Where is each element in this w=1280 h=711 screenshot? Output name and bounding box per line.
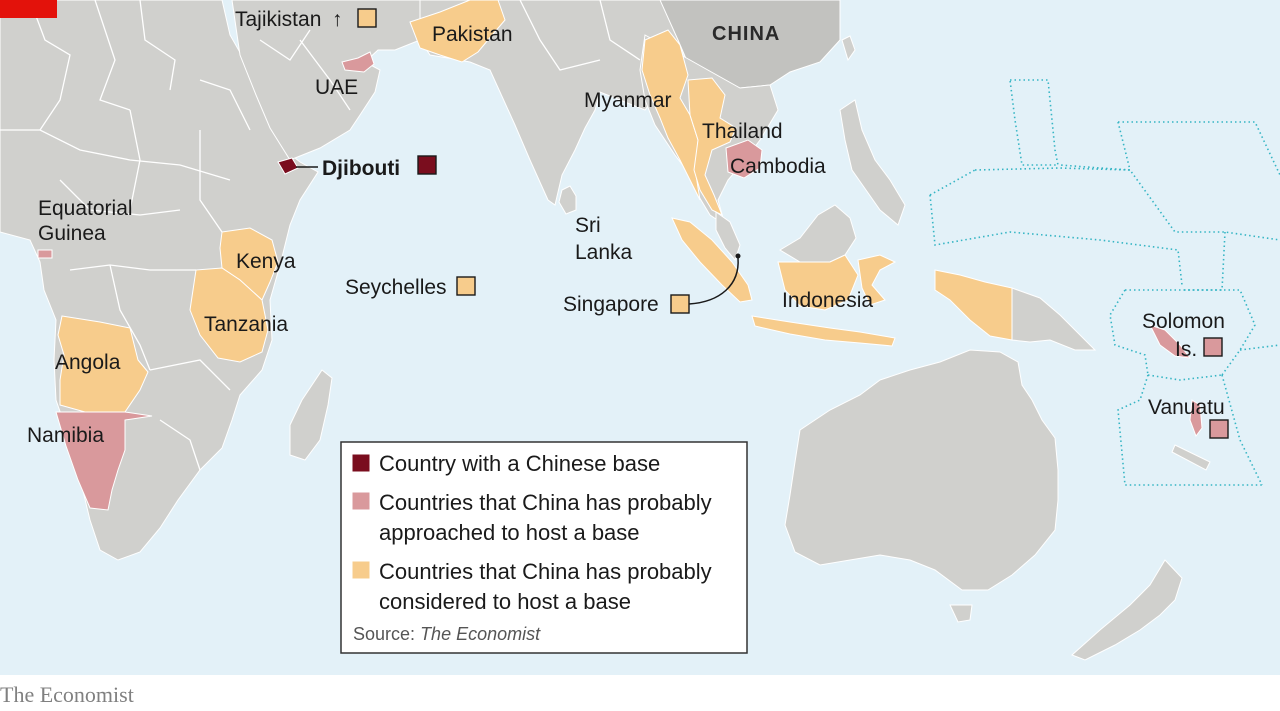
label-myanmar: Myanmar [584, 89, 672, 112]
label-djibouti: Djibouti [322, 157, 400, 180]
label-angola: Angola [55, 351, 121, 374]
country-borders [0, 0, 641, 471]
country-pakistan [409, 0, 506, 63]
land-taiwan [841, 35, 856, 62]
legend-label-considered-line2: considered to host a base [379, 589, 631, 614]
country-cambodia [725, 139, 763, 179]
country-equatorial-guinea [37, 249, 53, 259]
vanuatu-marker [1209, 419, 1229, 439]
legend-source: Source: The Economist [353, 624, 541, 644]
country-myanmar [641, 29, 701, 201]
legend-label-approached-line2: approached to host a base [379, 520, 640, 545]
legend-swatch-approached [351, 491, 371, 511]
country-kenya [219, 227, 279, 301]
legend-box [340, 441, 748, 654]
legend-label-considered-line1: Countries that China has probably [379, 559, 712, 584]
land-new-caledonia [1171, 444, 1211, 471]
land-philippines [839, 99, 906, 226]
seychelles-marker [456, 276, 476, 296]
label-cambodia: Cambodia [730, 155, 826, 178]
label-namibia: Namibia [27, 424, 104, 447]
label-seychelles: Seychelles [345, 276, 447, 299]
label-sri-lanka-line2: Lanka [575, 241, 633, 264]
country-namibia [55, 411, 153, 511]
eez-outlines [929, 79, 1280, 486]
economist-red-tab [0, 0, 57, 18]
land-sri-lanka [558, 185, 577, 215]
label-equatorial-guinea-line2: Guinea [38, 222, 106, 245]
label-kenya: Kenya [236, 250, 296, 273]
country-indonesia-sumatra [671, 217, 753, 303]
tajikistan-marker [357, 8, 377, 28]
country-tanzania [189, 267, 269, 363]
label-solomon-line2: Is. [1175, 338, 1197, 361]
legend-label-base: Country with a Chinese base [379, 451, 660, 476]
country-uae [341, 51, 375, 73]
country-indonesia-borneo [777, 254, 859, 311]
solomon-marker [1203, 337, 1223, 357]
label-vanuatu: Vanuatu [1148, 396, 1225, 419]
label-equatorial-guinea-line1: Equatorial [38, 197, 133, 220]
land-tasmania [949, 604, 973, 623]
legend: Country with a Chinese base Countries th… [340, 441, 748, 654]
legend-source-prefix: Source: [353, 624, 415, 644]
label-uae: UAE [315, 76, 358, 99]
country-indonesia-java [751, 315, 896, 347]
country-vanuatu [1189, 399, 1203, 438]
singapore-point [735, 253, 741, 259]
singapore-marker [670, 294, 690, 314]
land-arabia [231, 0, 421, 161]
country-indonesia-papua [934, 269, 1013, 341]
land-madagascar [289, 369, 333, 461]
djibouti-marker [417, 155, 437, 175]
land-australia [784, 349, 1059, 591]
singapore-leader-line [688, 257, 739, 305]
legend-label-approached-line1: Countries that China has probably [379, 490, 712, 515]
land-png [1011, 287, 1097, 351]
land-new-zealand [1071, 559, 1183, 661]
label-indonesia: Indonesia [782, 289, 873, 312]
land-malaysia [715, 211, 741, 262]
label-thailand: Thailand [702, 120, 783, 143]
legend-swatch-base [351, 453, 371, 473]
label-solomon-line1: Solomon [1142, 310, 1225, 333]
label-pakistan: Pakistan [432, 23, 513, 46]
country-indonesia-sulawesi [857, 254, 897, 306]
label-sri-lanka-line1: Sri [575, 214, 601, 237]
country-solomon-islands [1149, 324, 1192, 359]
legend-source-name: The Economist [420, 624, 541, 644]
label-tajikistan: Tajikistan [235, 8, 321, 31]
country-djibouti [277, 157, 299, 175]
country-thailand [687, 77, 737, 217]
footer-bar [0, 675, 1280, 711]
footer-brand: The Economist [0, 682, 134, 707]
tajikistan-arrow-icon: ↑ [332, 8, 343, 31]
legend-swatch-considered [351, 560, 371, 580]
label-china: CHINA [712, 23, 780, 45]
label-tanzania: Tanzania [204, 313, 288, 336]
label-singapore: Singapore [563, 293, 659, 316]
